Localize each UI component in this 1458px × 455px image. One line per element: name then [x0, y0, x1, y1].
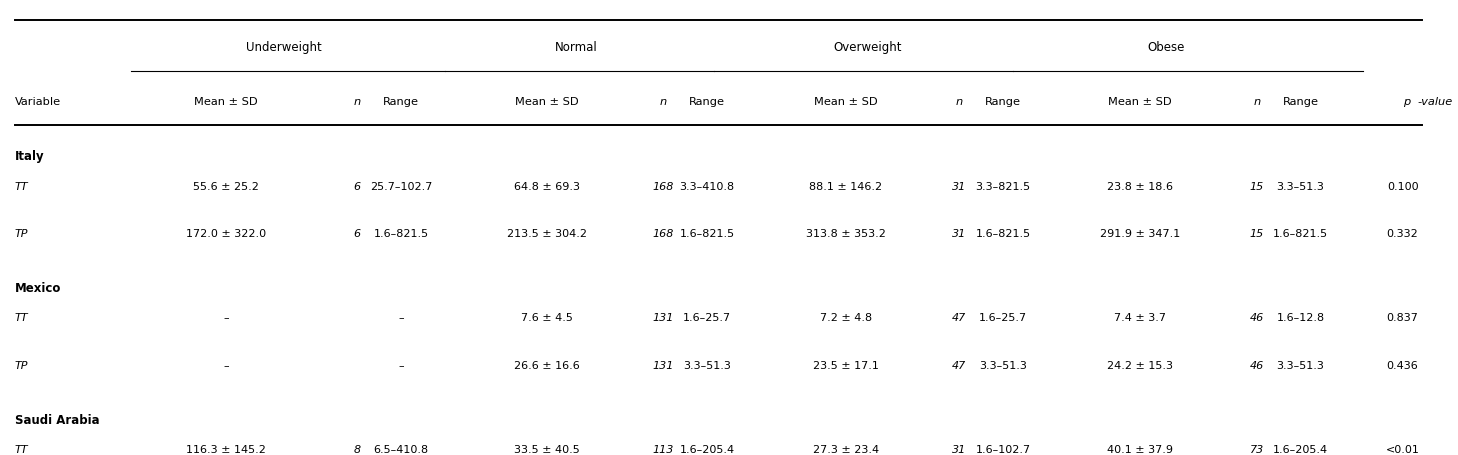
Text: <0.01: <0.01 — [1385, 445, 1420, 455]
Text: 88.1 ± 146.2: 88.1 ± 146.2 — [809, 182, 882, 192]
Text: 31: 31 — [952, 445, 967, 455]
Text: 0.837: 0.837 — [1387, 313, 1419, 324]
Text: TP: TP — [15, 229, 28, 239]
Text: n: n — [956, 97, 962, 107]
Text: Range: Range — [986, 97, 1021, 107]
Text: Saudi Arabia: Saudi Arabia — [15, 415, 99, 427]
Text: 3.3–821.5: 3.3–821.5 — [975, 182, 1031, 192]
Text: Mean ± SD: Mean ± SD — [194, 97, 258, 107]
Text: Overweight: Overweight — [834, 41, 901, 54]
Text: 1.6–205.4: 1.6–205.4 — [679, 445, 735, 455]
Text: 1.6–25.7: 1.6–25.7 — [682, 313, 732, 324]
Text: 168: 168 — [653, 229, 674, 239]
Text: 3.3–51.3: 3.3–51.3 — [1277, 182, 1324, 192]
Text: 213.5 ± 304.2: 213.5 ± 304.2 — [507, 229, 586, 239]
Text: 31: 31 — [952, 229, 967, 239]
Text: 7.6 ± 4.5: 7.6 ± 4.5 — [521, 313, 573, 324]
Text: Obese: Obese — [1147, 41, 1185, 54]
Text: 1.6–821.5: 1.6–821.5 — [975, 229, 1031, 239]
Text: –: – — [223, 361, 229, 371]
Text: 64.8 ± 69.3: 64.8 ± 69.3 — [513, 182, 580, 192]
Text: 1.6–821.5: 1.6–821.5 — [679, 229, 735, 239]
Text: 1.6–12.8: 1.6–12.8 — [1276, 313, 1325, 324]
Text: 0.100: 0.100 — [1387, 182, 1419, 192]
Text: Normal: Normal — [554, 41, 598, 54]
Text: Mexico: Mexico — [15, 283, 61, 295]
Text: TT: TT — [15, 182, 28, 192]
Text: Range: Range — [1283, 97, 1318, 107]
Text: 1.6–821.5: 1.6–821.5 — [1273, 229, 1328, 239]
Text: -value: -value — [1417, 97, 1452, 107]
Text: 46: 46 — [1250, 313, 1264, 324]
Text: 7.4 ± 3.7: 7.4 ± 3.7 — [1114, 313, 1166, 324]
Text: 33.5 ± 40.5: 33.5 ± 40.5 — [513, 445, 580, 455]
Text: 313.8 ± 353.2: 313.8 ± 353.2 — [806, 229, 885, 239]
Text: p: p — [1403, 97, 1410, 107]
Text: n: n — [660, 97, 666, 107]
Text: –: – — [223, 313, 229, 324]
Text: 1.6–102.7: 1.6–102.7 — [975, 445, 1031, 455]
Text: 6.5–410.8: 6.5–410.8 — [373, 445, 429, 455]
Text: 1.6–821.5: 1.6–821.5 — [373, 229, 429, 239]
Text: Variable: Variable — [15, 97, 61, 107]
Text: 131: 131 — [653, 313, 674, 324]
Text: 15: 15 — [1250, 229, 1264, 239]
Text: 23.8 ± 18.6: 23.8 ± 18.6 — [1107, 182, 1174, 192]
Text: 6: 6 — [354, 229, 360, 239]
Text: –: – — [398, 313, 404, 324]
Text: n: n — [354, 97, 360, 107]
Text: 3.3–51.3: 3.3–51.3 — [1277, 361, 1324, 371]
Text: 46: 46 — [1250, 361, 1264, 371]
Text: 73: 73 — [1250, 445, 1264, 455]
Text: 31: 31 — [952, 182, 967, 192]
Text: Mean ± SD: Mean ± SD — [1108, 97, 1172, 107]
Text: 1.6–25.7: 1.6–25.7 — [978, 313, 1028, 324]
Text: Mean ± SD: Mean ± SD — [515, 97, 579, 107]
Text: 8: 8 — [354, 445, 360, 455]
Text: 47: 47 — [952, 361, 967, 371]
Text: 40.1 ± 37.9: 40.1 ± 37.9 — [1107, 445, 1174, 455]
Text: 55.6 ± 25.2: 55.6 ± 25.2 — [192, 182, 260, 192]
Text: Mean ± SD: Mean ± SD — [814, 97, 878, 107]
Text: TP: TP — [15, 361, 28, 371]
Text: 3.3–51.3: 3.3–51.3 — [980, 361, 1026, 371]
Text: Range: Range — [383, 97, 418, 107]
Text: 131: 131 — [653, 361, 674, 371]
Text: 1.6–205.4: 1.6–205.4 — [1273, 445, 1328, 455]
Text: 24.2 ± 15.3: 24.2 ± 15.3 — [1107, 361, 1174, 371]
Text: 0.436: 0.436 — [1387, 361, 1419, 371]
Text: 291.9 ± 347.1: 291.9 ± 347.1 — [1099, 229, 1181, 239]
Text: Underweight: Underweight — [246, 41, 322, 54]
Text: 25.7–102.7: 25.7–102.7 — [370, 182, 432, 192]
Text: Italy: Italy — [15, 151, 44, 163]
Text: –: – — [398, 361, 404, 371]
Text: 172.0 ± 322.0: 172.0 ± 322.0 — [187, 229, 265, 239]
Text: Range: Range — [690, 97, 725, 107]
Text: 26.6 ± 16.6: 26.6 ± 16.6 — [513, 361, 580, 371]
Text: 168: 168 — [653, 182, 674, 192]
Text: 0.332: 0.332 — [1387, 229, 1419, 239]
Text: 47: 47 — [952, 313, 967, 324]
Text: 113: 113 — [653, 445, 674, 455]
Text: 6: 6 — [354, 182, 360, 192]
Text: 23.5 ± 17.1: 23.5 ± 17.1 — [812, 361, 879, 371]
Text: 27.3 ± 23.4: 27.3 ± 23.4 — [812, 445, 879, 455]
Text: 3.3–51.3: 3.3–51.3 — [684, 361, 730, 371]
Text: TT: TT — [15, 313, 28, 324]
Text: TT: TT — [15, 445, 28, 455]
Text: 3.3–410.8: 3.3–410.8 — [679, 182, 735, 192]
Text: 7.2 ± 4.8: 7.2 ± 4.8 — [819, 313, 872, 324]
Text: 15: 15 — [1250, 182, 1264, 192]
Text: 116.3 ± 145.2: 116.3 ± 145.2 — [187, 445, 265, 455]
Text: n: n — [1254, 97, 1260, 107]
